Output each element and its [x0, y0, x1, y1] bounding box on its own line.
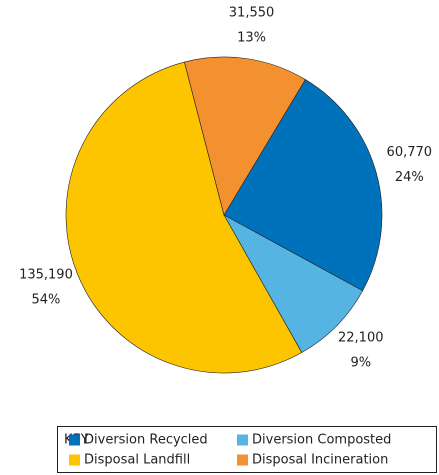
legend-box	[57, 426, 437, 473]
value-label: 31,550	[229, 5, 275, 20]
legend-swatch	[69, 454, 80, 466]
value-label: 135,190	[19, 267, 73, 282]
value-label: 22,100	[338, 330, 384, 345]
value-label: 60,770	[387, 145, 433, 160]
percent-label: 54%	[32, 292, 61, 307]
legend-label: Diversion Composted	[252, 433, 391, 448]
legend-label: Diversion Recycled	[84, 433, 208, 448]
legend-swatch	[237, 454, 248, 466]
legend-label: Disposal Incineration	[252, 453, 388, 468]
legend-swatch	[237, 434, 248, 446]
percent-label: 13%	[237, 30, 266, 45]
percent-label: 24%	[395, 170, 424, 185]
legend-label: Disposal Landfill	[84, 453, 190, 468]
pie-slice	[184, 56, 306, 216]
percent-label: 9%	[350, 355, 371, 370]
pie-slice	[65, 61, 303, 374]
pie-slice	[223, 79, 383, 292]
legend-swatch	[69, 434, 80, 446]
pie-slice	[223, 214, 364, 353]
